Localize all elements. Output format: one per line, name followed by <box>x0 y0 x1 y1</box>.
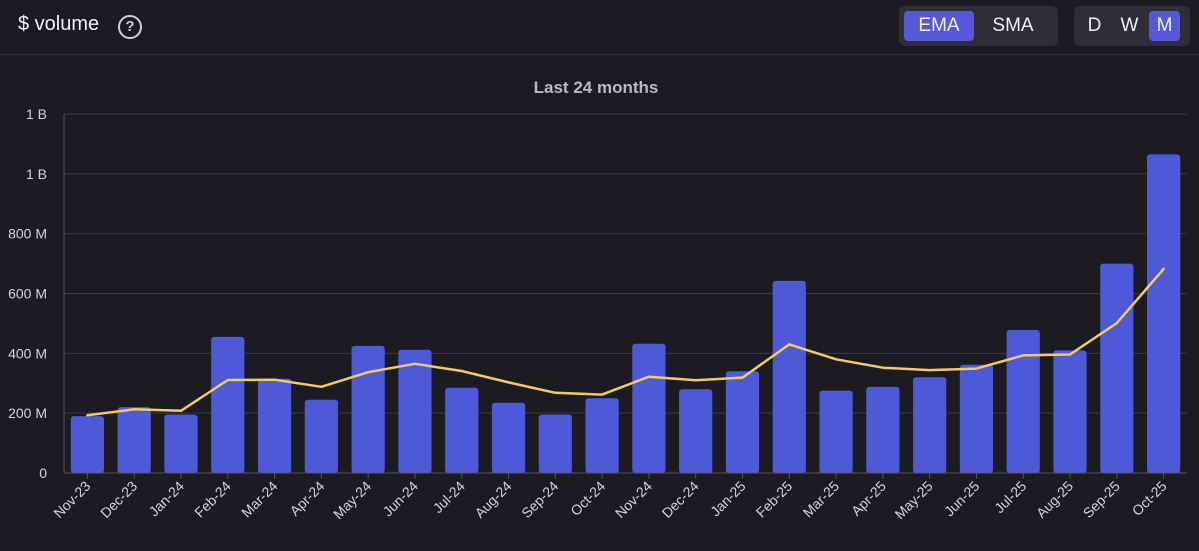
question-circle-icon[interactable]: ? <box>118 15 142 39</box>
volume-bar <box>351 345 385 473</box>
y-tick-label: 1 B <box>26 166 47 182</box>
volume-chart: Last 24 months 0 200 M 400 M 600 M 800 M 1 B 1… <box>8 78 1187 522</box>
volume-bar <box>725 371 760 473</box>
y-tick-label: 800 M <box>8 226 47 242</box>
x-tick-label: Jan-25 <box>707 478 749 520</box>
sma-button[interactable]: SMA <box>992 15 1034 36</box>
x-tick-label: Aug-24 <box>471 478 514 521</box>
x-tick-label: Sep-24 <box>518 478 561 521</box>
x-tick-label: Feb-24 <box>191 478 234 521</box>
month-button[interactable]: M <box>1149 11 1180 41</box>
volume-bar <box>959 364 994 473</box>
x-tick-label: Jul-24 <box>430 478 468 516</box>
ema-line <box>86 267 1165 417</box>
ema-button[interactable]: EMA <box>904 11 974 41</box>
x-tick-label: Nov-23 <box>50 478 93 521</box>
volume-bar <box>772 280 806 473</box>
y-tick-label: 600 M <box>8 286 47 302</box>
x-tick-label: Apr-25 <box>848 478 889 519</box>
x-tick-label: May-24 <box>330 478 374 522</box>
week-button[interactable]: W <box>1120 15 1139 36</box>
volume-bar <box>913 377 947 473</box>
x-tick-label: Aug-25 <box>1033 478 1076 521</box>
y-tick-label: 200 M <box>8 405 47 421</box>
volume-bar <box>538 414 572 473</box>
x-tick-label: Jul-25 <box>991 478 1029 516</box>
volume-bar <box>304 399 338 473</box>
volume-bar <box>1100 263 1134 473</box>
x-tick-label: Apr-24 <box>286 478 327 519</box>
metric-title: $ volume <box>18 13 100 35</box>
volume-bar <box>1053 350 1087 473</box>
chart-area: Last 24 months 0 200 M 400 M 600 M 800 M 1 B 1… <box>0 55 1199 546</box>
volume-bar <box>1006 329 1040 473</box>
y-tick-label: 400 M <box>8 345 47 361</box>
volume-bar <box>257 378 292 473</box>
x-tick-label: Sep-25 <box>1080 478 1123 521</box>
volume-bar <box>117 407 151 473</box>
x-tick-label: Mar-24 <box>238 478 281 521</box>
chart-header: $ volume ? EMA SMA D W M <box>0 0 1199 55</box>
y-tick-label: 1 B <box>26 106 47 122</box>
day-button[interactable]: D <box>1087 15 1102 36</box>
x-tick-label: Dec-23 <box>97 478 140 521</box>
x-tick-label: Nov-24 <box>612 478 655 521</box>
chart-title: Last 24 months <box>534 78 659 97</box>
y-tick-label: 0 <box>39 465 47 481</box>
volume-bar <box>445 387 479 473</box>
volume-bar <box>70 416 105 473</box>
volume-bar <box>679 389 713 473</box>
volume-bar <box>632 343 666 473</box>
volume-bar <box>164 414 198 473</box>
volume-bar <box>211 336 245 473</box>
x-tick-label: Feb-25 <box>753 478 796 521</box>
x-tick-label: Jun-24 <box>379 478 421 520</box>
x-tick-label: Oct-24 <box>567 478 608 519</box>
x-tick-label: Mar-25 <box>800 478 843 521</box>
x-tick-label: May-25 <box>891 478 935 522</box>
x-tick-label: Dec-24 <box>659 478 702 521</box>
x-tick-label: Oct-25 <box>1129 478 1170 519</box>
volume-bar <box>491 402 526 473</box>
volume-bar <box>866 386 900 473</box>
volume-bar <box>1146 154 1181 473</box>
volume-bar <box>398 349 432 473</box>
x-tick-label: Jan-24 <box>146 478 188 520</box>
volume-bar <box>819 390 853 473</box>
volume-bar <box>585 398 619 473</box>
average-type-toggle: EMA SMA <box>899 6 1058 46</box>
x-tick-label: Jun-25 <box>941 478 983 520</box>
period-toggle: D W M <box>1074 6 1190 46</box>
